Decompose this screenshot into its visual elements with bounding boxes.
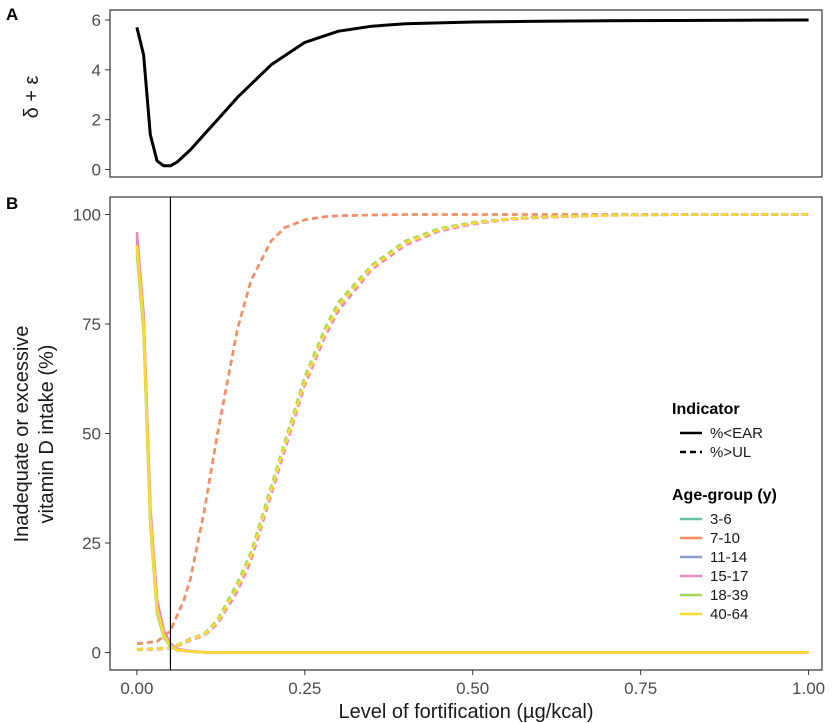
panel-a-y-tick-label: 2 bbox=[92, 111, 101, 130]
panel-b-legend: Indicator %<EAR %>UL Age-group (y) 3-6 7-10 11… bbox=[672, 401, 777, 623]
panel-b: B 0 25 50 75 100 0.00 0.25 0.50 0.75 1.00 Inadeq… bbox=[6, 194, 825, 723]
legend-indicator-label: %>UL bbox=[710, 444, 751, 461]
panel-b-x-tick-label: 0.50 bbox=[456, 679, 489, 698]
panel-b-lines bbox=[135, 213, 809, 654]
panel-a-y-ticks: 0 2 4 6 bbox=[92, 11, 110, 180]
legend-group-title: Age-group (y) bbox=[672, 487, 777, 504]
panel-a-frame bbox=[109, 9, 823, 178]
panel-b-x-tick-label: 1.00 bbox=[792, 679, 825, 698]
legend-group-label: 18-39 bbox=[710, 587, 748, 604]
panel-b-y-tick-label: 100 bbox=[73, 206, 101, 225]
panel-b-x-tick-label: 0.00 bbox=[120, 679, 153, 698]
legend-group-label: 3-6 bbox=[710, 511, 732, 528]
panel-b-x-tick-label: 0.75 bbox=[624, 679, 657, 698]
panel-b-y-label-line1: Inadequate or excessive bbox=[11, 326, 33, 543]
legend-group-label: 7-10 bbox=[710, 530, 740, 547]
legend-indicator-label: %<EAR bbox=[710, 425, 763, 442]
ul-series-line bbox=[136, 213, 809, 645]
panel-b-x-ticks: 0.00 0.25 0.50 0.75 1.00 bbox=[120, 670, 825, 698]
panel-b-y-tick-label: 25 bbox=[82, 534, 101, 553]
panel-b-tag: B bbox=[6, 194, 18, 213]
legend-group-label: 40-64 bbox=[710, 606, 748, 623]
panel-a-y-label: δ + ε bbox=[21, 75, 43, 118]
panel-a-y-tick-label: 0 bbox=[92, 161, 101, 180]
panel-a-y-tick-label: 4 bbox=[92, 61, 101, 80]
panel-b-x-tick-label: 0.25 bbox=[288, 679, 321, 698]
panel-a-y-tick-label: 6 bbox=[92, 11, 101, 30]
panel-a: A 0 2 4 6 δ + ε bbox=[6, 5, 823, 180]
panel-a-lines bbox=[135, 18, 809, 168]
panel-b-y-tick-label: 0 bbox=[92, 643, 101, 662]
panel-b-y-ticks: 0 25 50 75 100 bbox=[73, 206, 110, 662]
panel-a-curve bbox=[135, 18, 809, 168]
panel-b-y-tick-label: 75 bbox=[82, 315, 101, 334]
ear-series-line bbox=[135, 245, 809, 654]
panel-b-y-label-line2: vitamin D intake (%) bbox=[36, 345, 58, 524]
panel-b-x-label: Level of fortification (µg/kcal) bbox=[339, 701, 594, 723]
legend-group-label: 11-14 bbox=[710, 549, 747, 566]
legend-indicator-title: Indicator bbox=[672, 401, 740, 418]
legend-group-label: 15-17 bbox=[710, 568, 748, 585]
panel-b-y-tick-label: 50 bbox=[82, 425, 101, 444]
panel-a-tag: A bbox=[6, 5, 18, 24]
ear-series-line bbox=[135, 236, 809, 654]
ear-series-line bbox=[135, 240, 809, 654]
ear-series-line bbox=[135, 231, 809, 654]
ul-series-line bbox=[136, 213, 809, 651]
